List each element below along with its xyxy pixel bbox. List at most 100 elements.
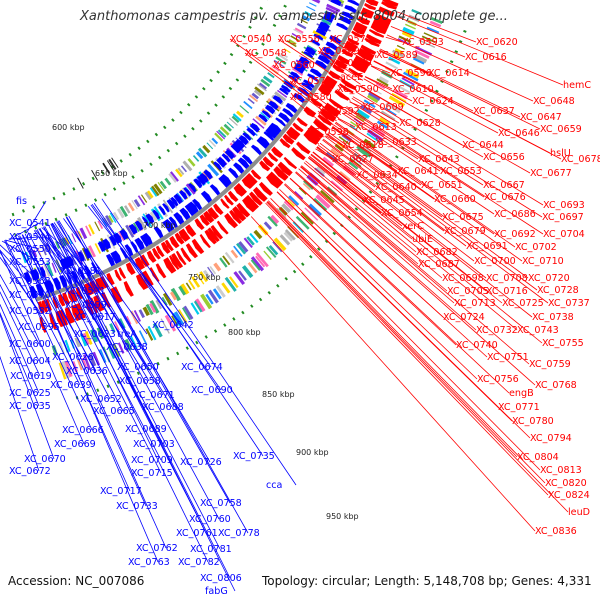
forward-gene-label: XC_0794 xyxy=(530,433,572,444)
label-leader xyxy=(66,216,231,504)
forward-gene-label: XC_0651 xyxy=(421,180,463,191)
reverse-gene-label: XC_0671 xyxy=(133,390,175,401)
forward-gene-label: XC_0643 xyxy=(418,154,460,165)
label-leader xyxy=(333,124,422,186)
label-leader xyxy=(68,215,249,534)
reverse-gene-arrow xyxy=(232,141,243,152)
feature-segment xyxy=(253,229,263,240)
label-leader xyxy=(101,198,297,486)
label-leader xyxy=(319,142,475,262)
forward-gene-arrow xyxy=(224,194,234,206)
forward-gene-arrow xyxy=(353,55,371,68)
reverse-gene-arrow xyxy=(338,15,352,25)
feature-segment xyxy=(241,265,254,279)
feature-segment xyxy=(79,227,88,240)
reverse-gene-arrow xyxy=(317,25,328,33)
reverse-gene-arrow xyxy=(330,0,342,6)
reverse-gene-arrow xyxy=(142,232,153,246)
reverse-gene-arrow xyxy=(264,104,276,115)
reverse-gene-arrow xyxy=(218,176,229,188)
reverse-gene-arrow xyxy=(249,122,260,133)
reverse-gene-arrow xyxy=(164,218,175,232)
forward-gene-arrow xyxy=(322,79,335,90)
reverse-gene-label: XC_0625 xyxy=(9,388,51,399)
forward-gene-arrow xyxy=(328,70,341,80)
feature-segment xyxy=(233,245,243,257)
feature-segment xyxy=(392,53,402,60)
feature-segment xyxy=(397,84,411,94)
feature-segment xyxy=(142,306,150,317)
reverse-gene-arrow xyxy=(290,71,301,80)
reverse-gene-arrow xyxy=(319,21,330,30)
forward-gene-label: XC_0569 xyxy=(318,46,360,57)
forward-gene-arrow xyxy=(241,178,252,190)
forward-gene-label: XC_0675 xyxy=(442,212,484,223)
feature-segment xyxy=(274,91,287,102)
feature-segment xyxy=(230,249,239,259)
reverse-gene-label: XC_0541 xyxy=(9,218,51,229)
reverse-gene-arrow xyxy=(178,189,188,200)
forward-gene-arrow xyxy=(262,156,275,168)
label-leader xyxy=(331,127,435,200)
feature-segment xyxy=(311,0,321,4)
feature-segment xyxy=(302,182,311,191)
forward-gene-arrow xyxy=(229,209,243,225)
feature-segment xyxy=(398,35,412,43)
feature-segment xyxy=(404,23,416,30)
forward-gene-label: XC_0704 xyxy=(543,229,585,240)
label-leaders xyxy=(0,11,569,592)
feature-segment xyxy=(262,75,273,84)
label-leader xyxy=(345,107,485,198)
reverse-gene-arrow xyxy=(324,11,336,21)
forward-gene-label: XC_0647 xyxy=(520,112,562,123)
reverse-gene-arrow xyxy=(315,28,327,37)
feature-segment xyxy=(105,215,113,226)
feature-segment xyxy=(372,88,382,95)
label-leader xyxy=(91,203,212,368)
forward-gene-arrow xyxy=(169,235,180,249)
forward-gene-arrow xyxy=(252,186,268,202)
label-leader xyxy=(51,223,150,382)
forward-gene-arrow xyxy=(371,20,389,32)
reverse-gene-label: XC_0717 xyxy=(100,486,142,497)
forward-gene-arrow xyxy=(180,228,191,241)
forward-gene-label: XC_0740 xyxy=(456,340,498,351)
reverse-gene-arrow xyxy=(140,235,149,247)
forward-gene-label: XC_0743 xyxy=(517,325,559,336)
reverse-gene-arrow xyxy=(97,241,106,252)
forward-gene-arrow xyxy=(334,89,350,101)
feature-segment xyxy=(414,49,430,59)
feature-segment xyxy=(149,211,158,222)
feature-segment xyxy=(85,225,92,237)
gene-arrows xyxy=(23,0,399,333)
forward-gene-arrow xyxy=(185,224,197,237)
reverse-gene-arrow xyxy=(221,153,231,163)
forward-gene-arrow xyxy=(235,183,248,196)
reverse-gene-arrow xyxy=(314,60,328,70)
label-leader xyxy=(277,38,357,91)
forward-gene-arrow xyxy=(74,302,86,320)
feature-segment xyxy=(252,118,265,129)
label-leader xyxy=(24,233,167,549)
label-leader xyxy=(326,134,538,291)
reverse-gene-arrow xyxy=(170,196,179,207)
forward-gene-label: XC_0614 xyxy=(428,68,470,79)
label-leader xyxy=(300,165,448,292)
label-leader xyxy=(364,76,413,102)
forward-gene-arrow xyxy=(220,198,230,209)
forward-gene-arrow xyxy=(94,277,105,291)
label-leader xyxy=(317,146,487,279)
forward-gene-label: XC_0738 xyxy=(532,312,574,323)
forward-gene-arrow xyxy=(175,250,187,266)
feature-segment xyxy=(212,288,222,300)
feature-segment xyxy=(295,215,310,230)
feature-segment xyxy=(97,220,104,230)
forward-gene-arrow xyxy=(178,230,188,242)
reverse-gene-arrow xyxy=(166,198,176,210)
forward-gene-arrow xyxy=(296,117,308,127)
feature-segment xyxy=(211,137,219,145)
label-leader xyxy=(317,110,334,126)
label-leader xyxy=(5,239,81,386)
reverse-gene-arrow xyxy=(134,220,144,231)
forward-gene-arrow xyxy=(320,83,333,93)
